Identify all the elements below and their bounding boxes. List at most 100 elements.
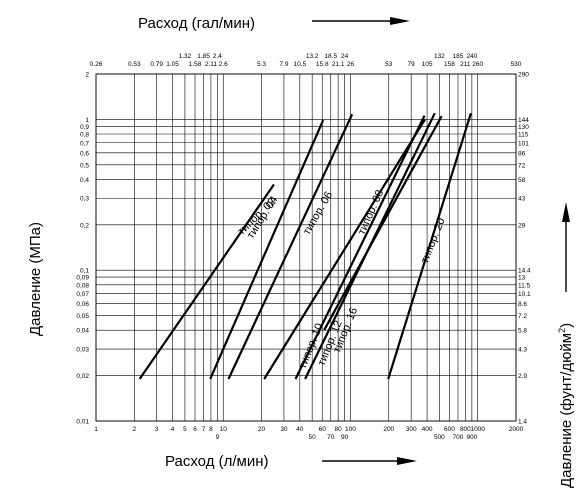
y-tick-label: 0,09 <box>76 275 89 282</box>
x2-tick-label: 105 <box>422 61 433 68</box>
y2-tick-label: 5.8 <box>518 328 527 335</box>
x-tick-label: 10 <box>220 426 228 433</box>
y2-tick-label: 72 <box>518 162 526 169</box>
x-tick-label: 2000 <box>509 426 524 433</box>
y2-tick-label: 144 <box>518 117 529 124</box>
y2-tick-label: 130 <box>518 124 529 131</box>
y2-tick-label: 290 <box>518 72 529 79</box>
x-tick-label: 400 <box>422 426 433 433</box>
x-tick-label: 50 <box>309 434 317 441</box>
x-tick-label: 90 <box>341 434 349 441</box>
x2-tick-label: 2.6 <box>219 61 228 68</box>
x-tick-label: 1000 <box>470 426 485 433</box>
y2-tick-label: 7.2 <box>518 313 527 320</box>
y-tick-label: 0,07 <box>76 291 89 298</box>
series-label: типор. 20 <box>419 216 448 265</box>
x2-tick-label: 26 <box>347 61 355 68</box>
y-tick-label: 0,04 <box>76 328 89 335</box>
y-tick-label: 0,1 <box>80 268 89 275</box>
x-axis-arrow <box>322 457 417 465</box>
x2-tick-label: 260 <box>472 61 483 68</box>
x-tick-label: 4 <box>171 426 175 433</box>
y-tick-label: 1 <box>85 117 89 124</box>
x2-tick-label: 1.85 <box>197 53 210 60</box>
y-tick-label: 0,4 <box>80 177 89 184</box>
y-tick-label: 0,2 <box>80 222 89 229</box>
y-tick-label: 0,8 <box>80 132 89 139</box>
x-tick-label: 1 <box>94 426 98 433</box>
x2-tick-label: 530 <box>511 61 522 68</box>
series-line <box>323 115 443 331</box>
x2-tick-label: 53 <box>385 61 393 68</box>
series-line <box>138 183 275 380</box>
y-tick-label: 0,05 <box>76 313 89 320</box>
x2-tick-label: 7.9 <box>279 61 288 68</box>
y-tick-label: 0,9 <box>80 124 89 131</box>
x2-tick-label: 79 <box>408 61 416 68</box>
y2-tick-label: 8.6 <box>518 301 527 308</box>
y2-tick-label: 29 <box>518 222 526 229</box>
x2-tick-label: 15.8 <box>316 61 329 68</box>
x-tick-label: 20 <box>258 426 266 433</box>
y2-tick-label: 115 <box>518 132 529 139</box>
y-tick-label: 0,06 <box>76 301 89 308</box>
x-tick-label: 2 <box>132 426 136 433</box>
series-line <box>387 112 472 380</box>
series-label: типор. 08 <box>356 188 386 236</box>
y-tick-label: 0,03 <box>76 347 89 354</box>
x-tick-label: 100 <box>345 426 356 433</box>
x2-tick-label: 158 <box>444 61 455 68</box>
x-tick-label: 900 <box>466 434 477 441</box>
y2-tick-label: 58 <box>518 177 526 184</box>
x-tick-label: 80 <box>335 426 343 433</box>
y2-tick-label: 10.1 <box>518 291 531 298</box>
x-tick-label: 3 <box>155 426 159 433</box>
x-tick-label: 800 <box>460 426 471 433</box>
x-tick-label: 8 <box>209 426 213 433</box>
y2-axis-label: Давление (фунт/дюйм2) <box>557 323 575 488</box>
y-axis-label: Давление (МПа) <box>27 222 44 336</box>
y-tick-label: 0,5 <box>80 162 89 169</box>
x2-tick-label: 1.05 <box>166 61 179 68</box>
y2-axis-label-main: Давление (фунт/дюйм <box>558 333 575 488</box>
series-line <box>294 115 426 380</box>
x2-tick-label: 1.58 <box>189 61 202 68</box>
series-line <box>209 119 325 380</box>
x2-tick-label: 0.79 <box>150 61 163 68</box>
y-tick-label: 0,01 <box>76 419 89 426</box>
x2-tick-label: 24 <box>341 53 349 60</box>
y2-tick-label: 86 <box>518 150 526 157</box>
series-line <box>263 118 426 380</box>
x2-tick-label: 0.26 <box>90 61 103 68</box>
x-axis-label: Расход (л/мин) <box>165 453 269 470</box>
x2-tick-label: 5.3 <box>257 61 266 68</box>
y2-tick-label: 43 <box>518 196 526 203</box>
y2-tick-label: 4.3 <box>518 347 527 354</box>
x2-tick-label: 0.53 <box>128 61 141 68</box>
x-tick-label: 70 <box>327 434 335 441</box>
x2-tick-label: 2.11 <box>205 61 218 68</box>
x-tick-label: 7 <box>202 426 206 433</box>
x2-tick-label: 18.5 <box>324 53 337 60</box>
y-tick-label: 2 <box>85 72 89 79</box>
x2-tick-label: 1.32 <box>179 53 192 60</box>
y2-tick-label: 1.4 <box>518 419 527 426</box>
y2-tick-label: 11.5 <box>518 282 531 289</box>
x2-tick-label: 240 <box>466 53 477 60</box>
x-tick-label: 5 <box>183 426 187 433</box>
y-tick-label: 0,6 <box>80 150 89 157</box>
y2-tick-label: 101 <box>518 140 529 147</box>
series-line <box>227 113 354 380</box>
x2-axis-arrow <box>312 17 410 25</box>
y2-axis-label-close: ) <box>558 323 575 328</box>
plot-frame <box>95 73 517 422</box>
y2-tick-label: 14.4 <box>518 268 531 275</box>
y-tick-label: 0,08 <box>76 282 89 289</box>
x2-tick-label: 21.1 <box>332 61 345 68</box>
x2-axis-label: Расход (гал/мин) <box>138 15 255 32</box>
x2-tick-label: 185 <box>453 53 464 60</box>
x-tick-label: 60 <box>319 426 327 433</box>
x2-tick-label: 13.2 <box>306 53 319 60</box>
